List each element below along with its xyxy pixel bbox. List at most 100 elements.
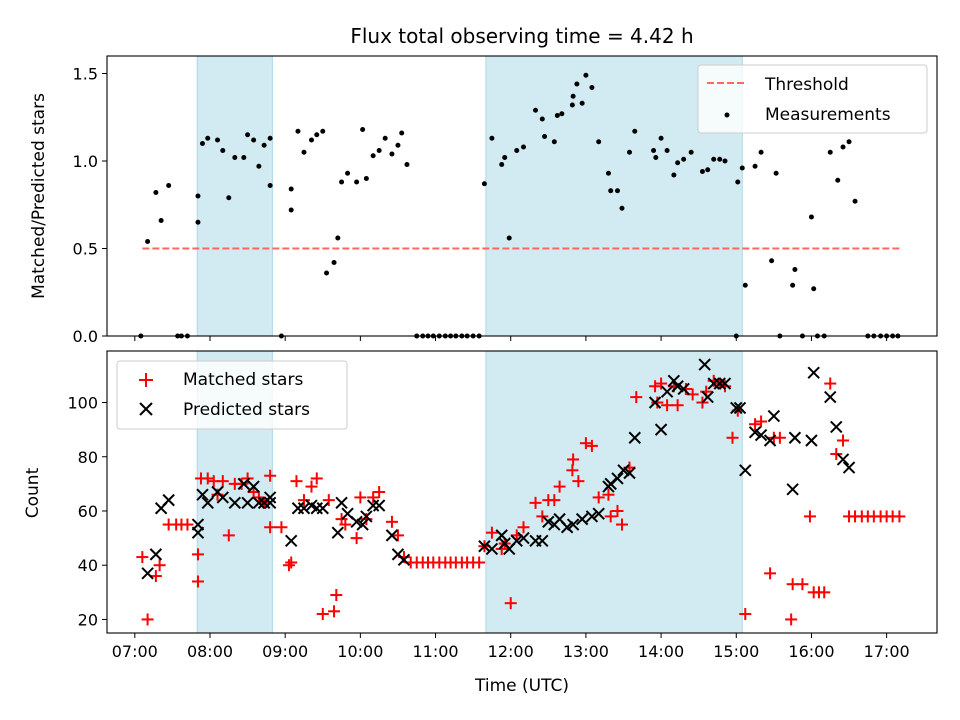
top-axes-frame	[106, 55, 938, 337]
legend-matched-swatch	[139, 373, 153, 387]
matched-star-point	[264, 521, 277, 534]
x-tick-label: 16:00	[788, 642, 834, 661]
measurement-point	[166, 183, 172, 188]
predicted-star-point	[623, 466, 636, 480]
chart-title: Flux total observing time = 4.42 h	[350, 24, 693, 48]
predicted-star-point	[754, 428, 768, 442]
predicted-star-point	[648, 396, 662, 409]
measurement-point	[382, 135, 388, 141]
measurement-point	[499, 162, 505, 167]
legend-predicted-label: Predicted stars	[183, 400, 310, 420]
predicted-star-point	[162, 493, 175, 507]
predicted-star-point	[677, 382, 690, 396]
shaded-interval-2	[485, 350, 743, 634]
predicted-star-point	[356, 518, 369, 531]
predicted-star-point	[360, 510, 373, 523]
measurement-point	[827, 149, 833, 155]
predicted-star-point	[611, 472, 624, 485]
matched-star-point	[310, 472, 323, 485]
legend-measurements-swatch	[724, 112, 730, 118]
bottom-panel: 20 40 60 80 100 07:00 08:00 09:00 10:00 11:00 12:…	[23, 350, 938, 696]
matched-star-point	[671, 399, 684, 412]
matched-star-point	[282, 559, 295, 572]
matched-star-point	[651, 396, 664, 409]
measurement-point	[589, 85, 595, 90]
predicted-star-point	[739, 464, 752, 477]
predicted-star-point	[713, 377, 726, 390]
predicted-star-point	[284, 534, 298, 548]
matched-star-point	[305, 480, 318, 493]
measurement-point	[569, 102, 575, 108]
measurement-point	[681, 156, 687, 162]
predicted-stars-points	[141, 358, 856, 580]
measurement-point	[195, 193, 201, 199]
matched-star-point	[216, 475, 229, 488]
measurement-point	[295, 128, 301, 134]
measurement-point	[145, 239, 151, 244]
predicted-star-point	[701, 390, 714, 404]
measurement-point	[773, 170, 779, 176]
top-legend-box	[697, 64, 928, 134]
predicted-star-point	[291, 502, 305, 515]
measurement-point	[579, 100, 585, 106]
measurement-point	[790, 282, 796, 288]
predicted-star-point	[824, 390, 837, 404]
matched-star-point	[149, 570, 162, 583]
matched-star-point	[837, 434, 850, 447]
measurement-point	[251, 137, 257, 143]
matched-star-point	[553, 480, 566, 493]
predicted-star-point	[566, 518, 580, 531]
predicted-star-point	[237, 477, 251, 491]
matched-star-point	[764, 567, 777, 580]
matched-star-point	[567, 453, 580, 466]
predicted-star-point	[385, 529, 399, 542]
measurement-point	[363, 176, 369, 181]
matched-star-point	[566, 464, 579, 477]
matched-star-point	[579, 437, 592, 450]
matched-star-point	[285, 556, 298, 569]
predicted-star-point	[216, 491, 229, 504]
matched-star-point	[191, 548, 204, 561]
predicted-star-point	[263, 491, 277, 504]
y-tick-label: 20	[78, 610, 98, 629]
measurement-point	[301, 149, 307, 155]
measurement-point	[554, 113, 560, 118]
matched-star-point	[201, 472, 214, 485]
measurement-point	[521, 144, 527, 150]
matched-star-point	[290, 475, 303, 488]
top-shaded-intervals	[196, 55, 743, 337]
matched-star-point	[572, 475, 585, 488]
measurement-point	[331, 260, 337, 265]
measurement-point	[792, 267, 798, 272]
measurement-point	[735, 179, 741, 185]
top-legend: Threshold Measurements	[697, 64, 928, 134]
measurement-point	[395, 142, 401, 148]
matched-star-point	[141, 613, 154, 626]
matched-star-point	[818, 586, 831, 599]
measurement-point	[705, 167, 711, 173]
matched-star-point	[803, 510, 816, 523]
measurement-point	[717, 156, 723, 162]
y-tick-label: 60	[78, 502, 98, 521]
measurement-point	[653, 155, 659, 160]
measurement-point	[489, 135, 495, 141]
x-tick-label: 13:00	[563, 642, 609, 661]
measurement-point	[158, 218, 164, 223]
measurement-point	[619, 205, 625, 211]
bottom-y-ticks: 20 40 60 80 100	[67, 394, 107, 629]
measurement-point	[551, 139, 557, 145]
matched-star-point	[755, 415, 768, 428]
predicted-star-point	[698, 358, 711, 371]
measurement-point	[288, 207, 294, 213]
y-tick-label: 1.0	[73, 152, 98, 171]
measurement-point	[671, 172, 677, 178]
predicted-star-point	[247, 480, 260, 493]
measurement-point	[339, 179, 345, 185]
matched-star-point	[181, 518, 194, 531]
matched-star-point	[153, 559, 166, 572]
matched-star-point	[367, 491, 380, 504]
matched-star-point	[529, 496, 542, 509]
measurement-point	[711, 156, 717, 162]
predicted-star-point	[730, 401, 743, 415]
measurement-point	[739, 165, 745, 171]
